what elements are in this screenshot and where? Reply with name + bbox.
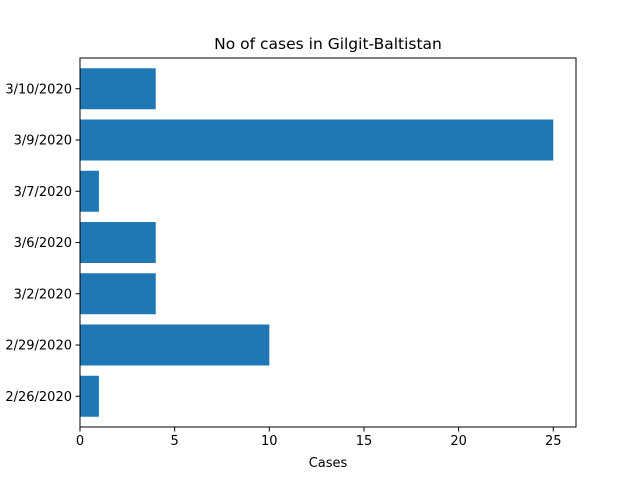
bar-2-26-2020 [80, 375, 99, 417]
y-axis-ticks: 2/26/2020 2/29/2020 3/2/2020 3/6/2020 3/7/20… [5, 82, 80, 405]
bar-2-29-2020 [80, 324, 270, 366]
bar-3-10-2020 [80, 68, 156, 110]
x-tick-label: 15 [356, 434, 373, 449]
y-tick-label: 3/10/2020 [5, 82, 72, 97]
y-tick-label: 2/26/2020 [5, 390, 72, 405]
y-tick-label: 3/6/2020 [14, 236, 72, 251]
y-tick-label: 3/9/2020 [14, 134, 72, 149]
x-tick-label: 0 [76, 434, 84, 449]
chart-title: No of cases in Gilgit-Baltistan [214, 35, 442, 53]
y-tick-label: 3/2/2020 [14, 287, 72, 302]
bar-3-2-2020 [80, 273, 156, 315]
y-tick-label: 2/29/2020 [5, 339, 72, 354]
bars-layer [80, 68, 554, 417]
x-tick-label: 5 [171, 434, 179, 449]
x-tick-label: 20 [450, 434, 467, 449]
x-axis-ticks: 0 5 10 15 20 25 [76, 427, 562, 449]
x-tick-label: 25 [545, 434, 562, 449]
bar-3-6-2020 [80, 222, 156, 263]
bar-3-9-2020 [80, 119, 554, 161]
x-tick-label: 10 [261, 434, 278, 449]
bar-3-7-2020 [80, 170, 99, 212]
x-axis-label: Cases [309, 456, 348, 471]
y-tick-label: 3/7/2020 [14, 185, 72, 200]
